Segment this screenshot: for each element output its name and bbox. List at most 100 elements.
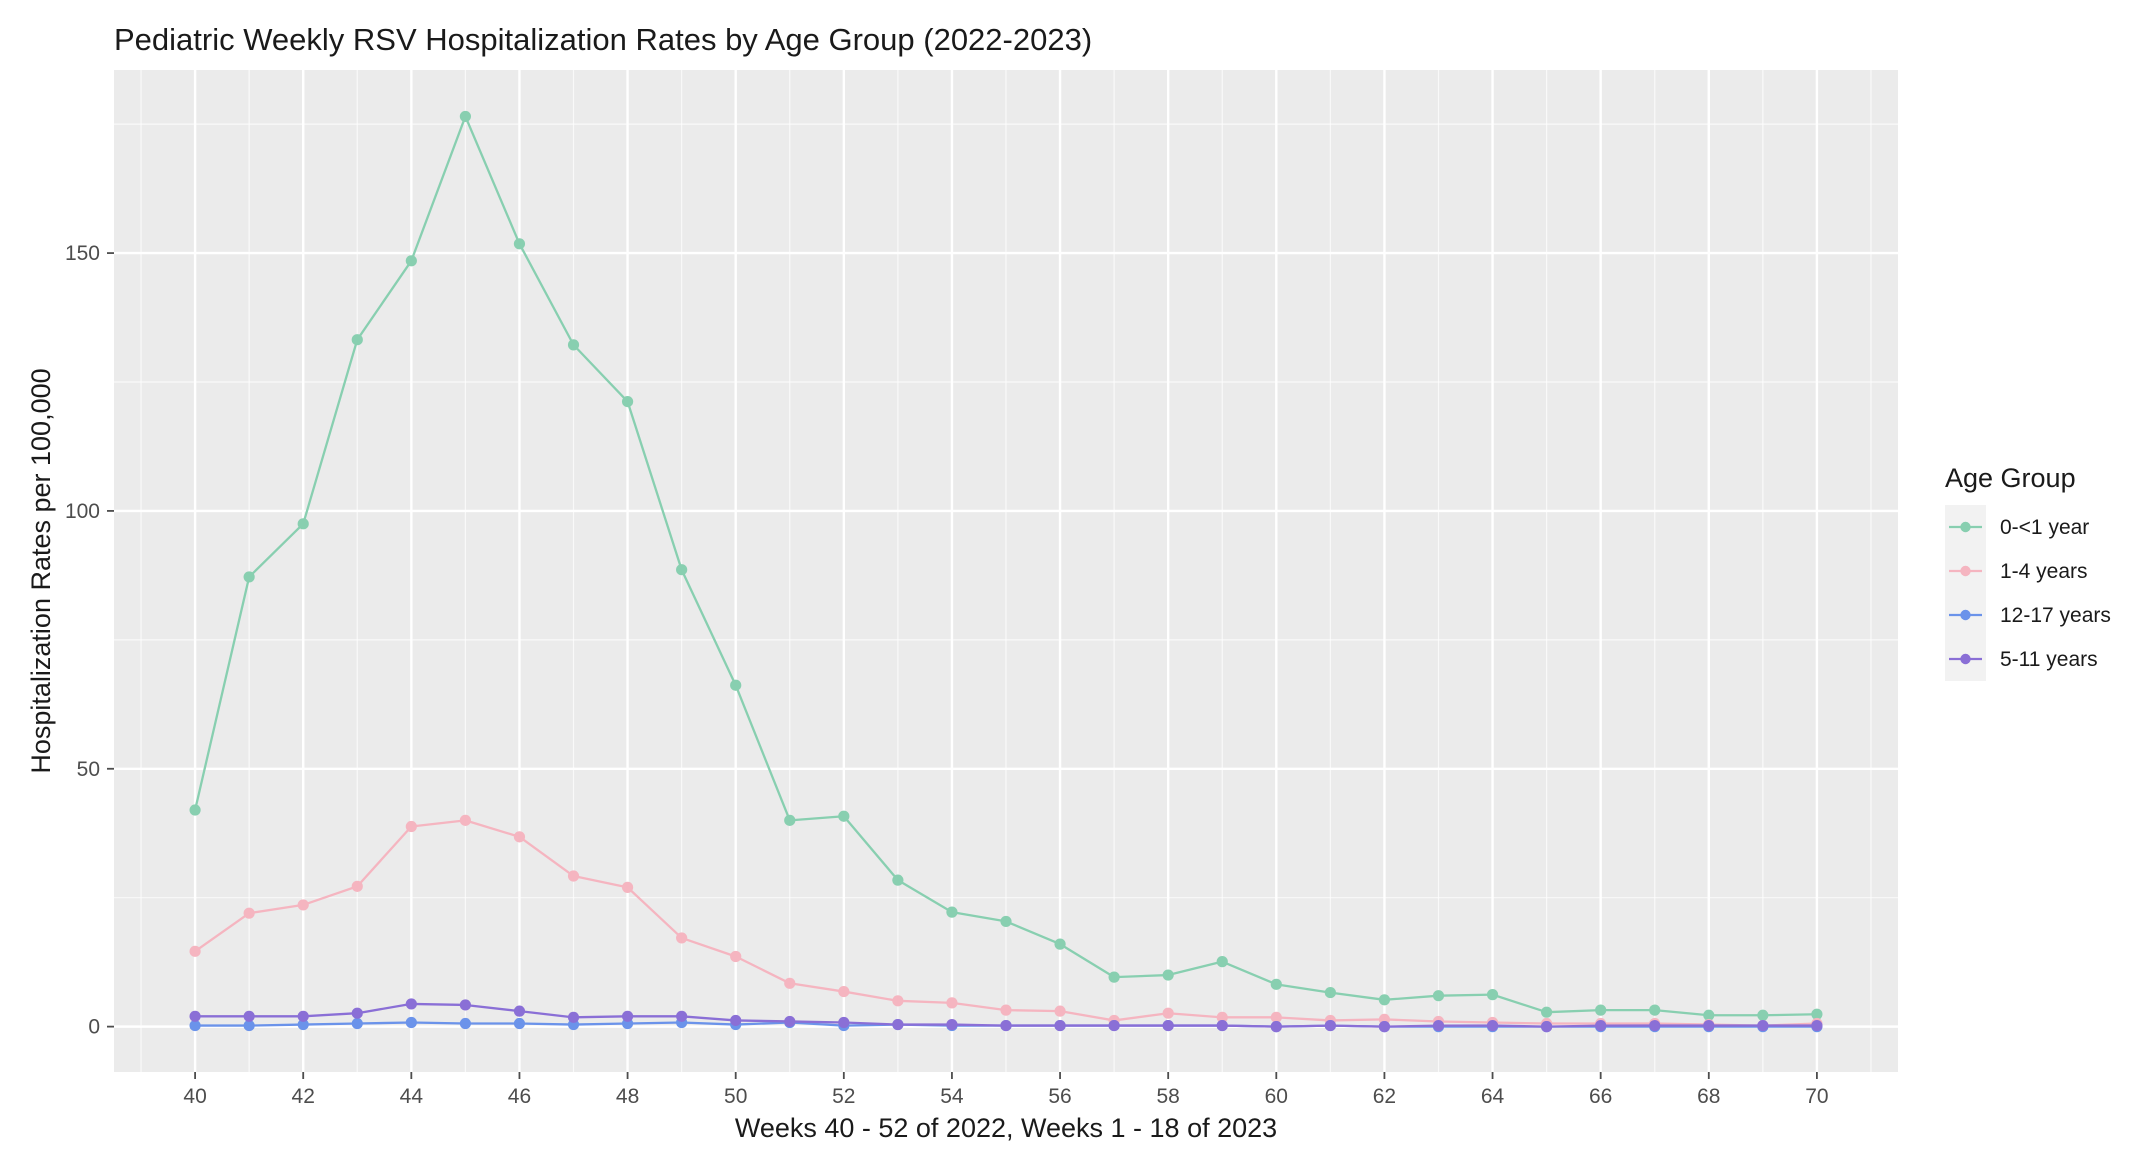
data-point: [1541, 1006, 1553, 1018]
data-point: [1757, 1019, 1769, 1032]
data-point: [784, 814, 796, 826]
x-tick-label: 48: [616, 1085, 639, 1108]
data-point: [1595, 1019, 1607, 1032]
data-point: [405, 998, 417, 1010]
data-point: [1270, 978, 1282, 990]
data-point: [946, 906, 958, 918]
y-tick-label: 50: [77, 758, 100, 781]
data-point: [1216, 1019, 1228, 1032]
data-point: [1378, 994, 1391, 1006]
data-point: [1162, 969, 1174, 981]
x-tick-label: 44: [400, 1085, 424, 1108]
data-point: [351, 334, 363, 346]
data-point: [189, 1019, 201, 1032]
data-point: [405, 1016, 417, 1029]
x-tick-label: 52: [832, 1085, 855, 1108]
series-layer: [189, 110, 1823, 1033]
data-point: [513, 1005, 526, 1017]
data-point: [243, 571, 255, 583]
legend-items: 0-<1 year 1-4 years 12-17 years 5-11 years: [1945, 505, 2111, 681]
x-tick-label: 46: [508, 1085, 531, 1108]
data-point: [1649, 1004, 1661, 1016]
data-point: [1541, 1021, 1553, 1033]
data-point: [838, 1016, 850, 1029]
data-point: [892, 995, 904, 1007]
data-point: [946, 997, 958, 1009]
data-point: [189, 804, 201, 816]
grid-layer: [114, 70, 1898, 1072]
legend-label: 1-4 years: [2000, 560, 2088, 583]
x-tick-label: 56: [1048, 1085, 1071, 1108]
y-axis: 0 50 100 150: [65, 242, 114, 1039]
data-point: [1054, 1019, 1066, 1032]
data-point: [676, 564, 688, 576]
data-point: [243, 907, 255, 919]
legend-label: 0-<1 year: [2000, 516, 2089, 539]
data-point: [1000, 915, 1012, 928]
data-point: [189, 945, 201, 957]
data-point: [243, 1010, 255, 1022]
y-axis-label: Hospitalization Rates per 100,000: [26, 368, 56, 773]
data-point: [1216, 1011, 1228, 1023]
x-tick-label: 40: [183, 1085, 206, 1108]
data-point: [405, 820, 417, 833]
data-point: [297, 1010, 309, 1022]
y-tick-label: 100: [65, 500, 100, 523]
x-tick-label: 42: [292, 1085, 315, 1108]
data-point: [243, 1019, 255, 1032]
data-point: [1486, 1019, 1499, 1032]
x-tick-label: 70: [1805, 1085, 1828, 1108]
data-point: [1162, 1019, 1174, 1032]
data-point: [1270, 1021, 1282, 1033]
data-point: [784, 1015, 796, 1028]
legend-key-marker: [1960, 609, 1971, 621]
data-point: [1703, 1009, 1715, 1021]
data-point: [730, 1014, 742, 1027]
data-point: [459, 1017, 471, 1030]
data-point: [459, 110, 471, 123]
data-point: [1486, 989, 1499, 1001]
data-point: [730, 950, 742, 963]
legend-key-marker: [1960, 521, 1971, 533]
data-point: [297, 518, 309, 530]
data-point: [351, 1007, 363, 1019]
data-point: [838, 810, 850, 822]
x-tick-label: 54: [940, 1085, 964, 1108]
data-point: [784, 977, 796, 989]
data-point: [351, 880, 363, 892]
data-point: [405, 255, 417, 267]
data-point: [567, 870, 580, 882]
data-point: [676, 1010, 688, 1022]
x-tick-label: 60: [1265, 1085, 1288, 1108]
data-point: [1649, 1019, 1661, 1032]
data-point: [676, 932, 688, 944]
data-point: [189, 1010, 201, 1022]
data-point: [567, 339, 580, 351]
data-point: [1000, 1004, 1012, 1016]
data-point: [730, 679, 742, 691]
data-point: [621, 395, 634, 408]
x-tick-label: 58: [1157, 1085, 1180, 1108]
legend-key-marker: [1960, 653, 1971, 665]
x-tick-label: 62: [1373, 1085, 1396, 1108]
data-point: [1162, 1007, 1174, 1019]
x-tick-label: 68: [1697, 1085, 1720, 1108]
data-point: [1000, 1019, 1012, 1032]
legend-title: Age Group: [1945, 463, 2076, 493]
data-point: [513, 238, 526, 250]
data-point: [351, 1017, 363, 1030]
data-point: [1378, 1021, 1391, 1033]
data-point: [838, 985, 850, 998]
data-point: [1811, 1019, 1823, 1032]
legend-label: 5-11 years: [2000, 648, 2098, 671]
data-point: [1432, 990, 1445, 1002]
data-point: [1270, 1011, 1282, 1023]
data-point: [459, 814, 471, 826]
data-point: [946, 1018, 958, 1031]
legend-key-marker: [1960, 565, 1971, 577]
data-point: [297, 899, 309, 911]
data-point: [1595, 1004, 1607, 1016]
x-tick-label: 66: [1589, 1085, 1612, 1108]
x-tick-label: 64: [1481, 1085, 1505, 1108]
data-point: [1703, 1019, 1715, 1032]
